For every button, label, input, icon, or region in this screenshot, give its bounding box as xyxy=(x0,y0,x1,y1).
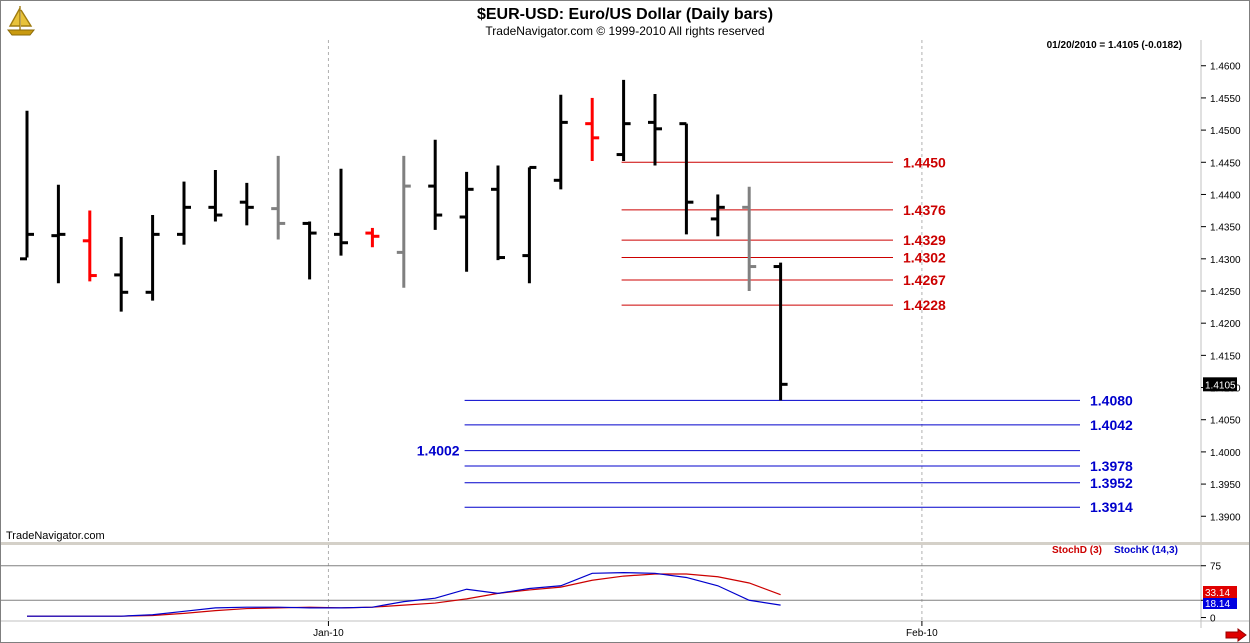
ohlc-bar xyxy=(491,165,505,261)
stochk-value: 18.14 xyxy=(1205,599,1230,610)
stochd-value: 33.14 xyxy=(1205,588,1230,599)
level-label: 1.4302 xyxy=(903,250,946,266)
price-tick-label: 1.4150 xyxy=(1210,351,1241,362)
legend-stochd: StochD (3) xyxy=(1052,545,1102,556)
ohlc-bar xyxy=(334,168,348,256)
ohlc-bar xyxy=(742,186,757,291)
price-tick-label: 1.3900 xyxy=(1210,512,1241,523)
level-label: 1.4080 xyxy=(1090,392,1133,408)
ohlc-bar xyxy=(553,94,568,190)
ohlc-bar xyxy=(773,262,788,401)
ohlc-bar xyxy=(82,210,97,282)
ohlc-bar xyxy=(20,110,34,261)
price-tick-label: 1.4050 xyxy=(1210,416,1241,427)
last-price-label: 1.4105 xyxy=(1205,380,1236,391)
scroll-right-arrow-icon[interactable] xyxy=(1225,628,1247,642)
ohlc-bar xyxy=(585,97,600,161)
ohlc-bar xyxy=(679,122,694,235)
ohlc-bar xyxy=(302,221,317,280)
ohlc-bar xyxy=(522,165,537,284)
level-label: 1.3952 xyxy=(1090,475,1133,491)
ohlc-bar xyxy=(145,215,160,301)
level-label: 1.4002 xyxy=(417,443,460,459)
level-label: 1.4450 xyxy=(903,154,946,170)
stoch-tick-label: 75 xyxy=(1210,562,1222,573)
panel-separator xyxy=(1,542,1249,545)
price-tick-label: 1.4550 xyxy=(1210,94,1241,105)
price-tick-label: 1.4500 xyxy=(1210,126,1241,137)
last-quote-readout: 01/20/2010 = 1.4105 (-0.0182) xyxy=(1047,40,1182,51)
price-tick-label: 1.4450 xyxy=(1210,158,1241,169)
chart-title: $EUR-USD: Euro/US Dollar (Daily bars) xyxy=(477,6,773,23)
ohlc-bar xyxy=(51,184,66,284)
stoch-series-line xyxy=(27,572,781,617)
ohlc-bar xyxy=(271,155,286,240)
stoch-tick-label: 0 xyxy=(1210,614,1216,625)
date-tick-label: Feb-10 xyxy=(906,628,938,639)
price-bars xyxy=(20,79,788,401)
price-tick-label: 1.4250 xyxy=(1210,287,1241,298)
price-axis: 1.4600 1.4550 1.4500 1.4450 1.4400 1.4350 1.43… xyxy=(1201,62,1241,523)
sailboat-logo-icon xyxy=(6,6,36,36)
stochd-value-box xyxy=(1203,586,1237,598)
ohlc-bar xyxy=(239,182,254,226)
ohlc-bar xyxy=(114,236,129,312)
ohlc-bar xyxy=(365,227,380,248)
ohlc-bar xyxy=(396,155,411,288)
level-label: 1.3914 xyxy=(1090,499,1133,515)
price-tick-label: 1.4200 xyxy=(1210,319,1241,330)
ohlc-bar xyxy=(208,170,223,222)
price-tick-label: 1.4000 xyxy=(1210,448,1241,459)
ohlc-bar xyxy=(648,94,662,166)
price-tick-label: 1.4350 xyxy=(1210,223,1241,234)
legend-stochk: StochK (14,3) xyxy=(1114,545,1178,556)
stoch-series-line xyxy=(27,573,781,617)
level-label: 1.4228 xyxy=(903,297,946,313)
watermark-text: TradeNavigator.com xyxy=(6,530,105,542)
ohlc-bar xyxy=(710,194,725,237)
level-label: 1.4267 xyxy=(903,272,946,288)
ohlc-bar xyxy=(177,181,191,245)
level-label: 1.4329 xyxy=(903,232,946,248)
grid-layer xyxy=(327,40,923,621)
ohlc-bar xyxy=(616,79,631,161)
price-tick-label: 1.4300 xyxy=(1210,255,1241,266)
last-price-box xyxy=(1203,377,1237,392)
price-tick-label: 1.4600 xyxy=(1210,62,1241,73)
stochk-value-box xyxy=(1203,598,1237,609)
date-axis: Jan-10 Feb-10 xyxy=(313,621,938,639)
ohlc-bar xyxy=(428,139,443,230)
price-tick-label: 1.3950 xyxy=(1210,480,1241,491)
chart-subtitle: TradeNavigator.com © 1999-2010 All right… xyxy=(485,24,764,38)
ohlc-bar xyxy=(459,171,474,272)
level-label: 1.4376 xyxy=(903,202,946,218)
date-tick-label: Jan-10 xyxy=(313,628,344,639)
price-tick-label: 1.4400 xyxy=(1210,190,1241,201)
level-label: 1.4042 xyxy=(1090,417,1133,433)
level-lines: 1.4450 1.4376 1.4329 1.4302 1.4267 1.4228 1.40… xyxy=(417,154,1133,515)
level-label: 1.3978 xyxy=(1090,458,1133,474)
